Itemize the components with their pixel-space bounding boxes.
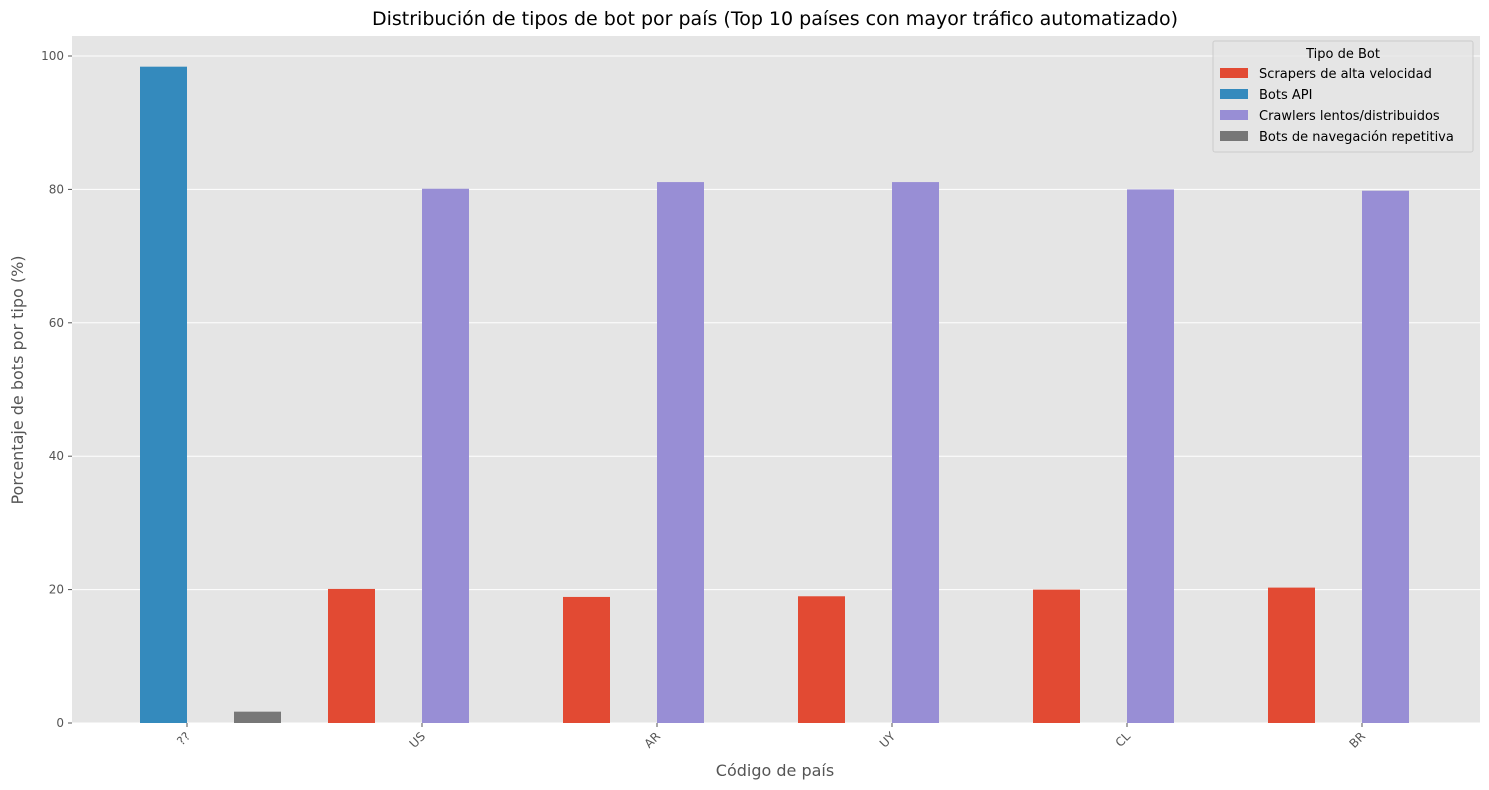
chart-title: Distribución de tipos de bot por país (T…: [372, 8, 1178, 30]
x-tick-label: ??: [174, 729, 193, 748]
legend-entry: Scrapers de alta velocidad: [1259, 67, 1432, 82]
bar-UY-0: [798, 596, 845, 723]
x-tick-label: US: [407, 729, 429, 751]
bar-CL-2: [1127, 189, 1174, 723]
x-tick-label: CL: [1113, 729, 1134, 750]
legend-entry: Bots API: [1259, 88, 1312, 103]
y-axis-label: Porcentaje de bots por tipo (%): [8, 255, 27, 504]
legend-swatch: [1220, 110, 1248, 120]
y-tick-label: 40: [49, 449, 64, 463]
bar-AR-2: [657, 182, 704, 724]
y-tick-label: 60: [49, 316, 64, 330]
legend-entry: Bots de navegación repetitiva: [1259, 130, 1454, 145]
legend-items: Scrapers de alta velocidad Bots API Crawle…: [1220, 67, 1454, 145]
bar-UY-2: [892, 182, 939, 724]
y-tick-label: 20: [49, 583, 64, 597]
bars: [140, 66, 1409, 724]
bar-??-1: [140, 66, 187, 723]
y-tick-label: 80: [49, 182, 64, 196]
x-tick-label: AR: [642, 729, 664, 751]
legend-box: [1212, 40, 1474, 153]
legend-entry: Crawlers lentos/distribuidos: [1259, 109, 1440, 124]
x-tick-label: UY: [877, 729, 899, 751]
y-axis-ticks: 0 20 40 60 80 100: [41, 49, 72, 730]
x-axis-label: Código de país: [716, 761, 834, 780]
x-axis-ticks: ?? US AR UY CL BR: [174, 723, 1368, 751]
bar-??-3: [234, 711, 281, 723]
y-tick-label: 100: [41, 49, 64, 63]
bar-US-0: [328, 588, 375, 723]
x-tick-label: BR: [1346, 729, 1368, 751]
bar-BR-2: [1362, 190, 1409, 723]
legend-title: Tipo de Bot: [1305, 47, 1380, 62]
bar-CL-0: [1033, 589, 1080, 723]
legend-swatch: [1220, 131, 1248, 141]
legend-swatch: [1220, 68, 1248, 78]
bar-AR-0: [563, 596, 610, 723]
legend: Tipo de Bot Scrapers de alta velocidad Bo…: [1212, 40, 1474, 153]
bar-BR-0: [1268, 587, 1315, 723]
legend-swatch: [1220, 89, 1248, 99]
bar-US-2: [422, 188, 469, 723]
y-tick-label: 0: [56, 716, 64, 730]
